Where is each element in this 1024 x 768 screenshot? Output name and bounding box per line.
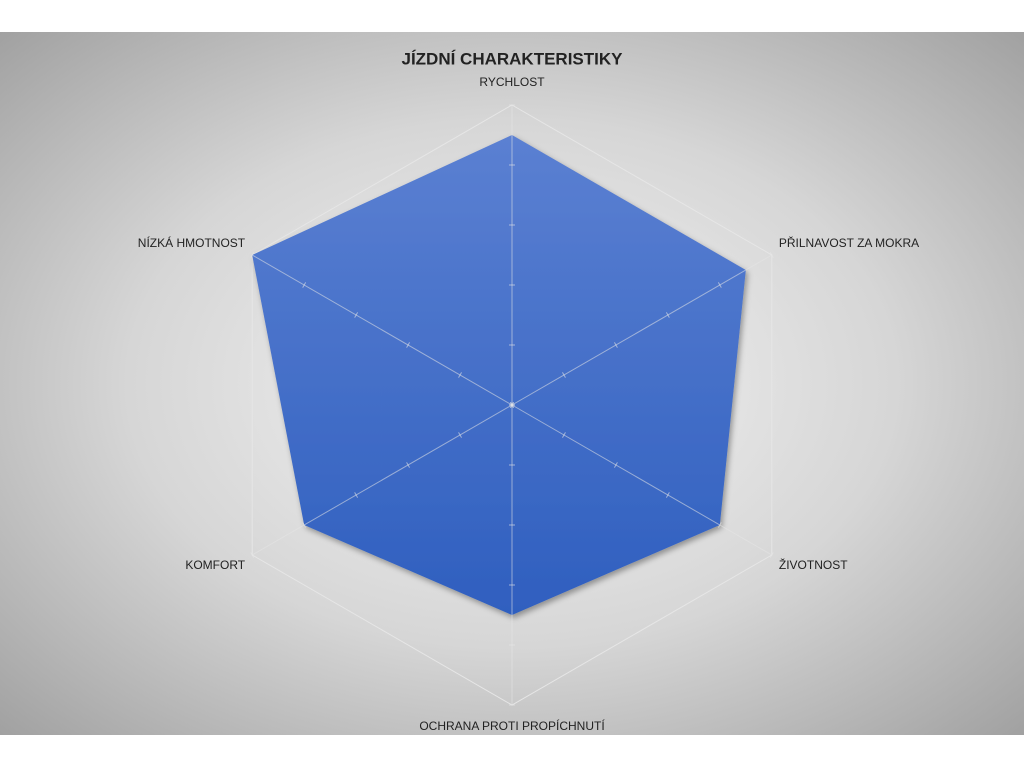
chart-title: JÍZDNÍ CHARAKTERISTIKY: [401, 49, 623, 68]
axis-line: [251, 404, 513, 556]
tick-mark: [250, 252, 255, 258]
axis-label: OCHRANA PROTI PROPÍCHNUTÍ: [419, 718, 605, 733]
tick-mark: [250, 552, 255, 558]
tick-mark: [717, 522, 722, 528]
axis-label: NÍZKÁ HMOTNOST: [138, 235, 246, 250]
tick-mark: [302, 522, 307, 528]
tick-mark: [406, 342, 411, 348]
axis-label: PŘILNAVOST ZA MOKRA: [779, 235, 919, 250]
tick-mark: [354, 492, 359, 498]
tick-mark: [458, 432, 462, 438]
tick-mark: [510, 402, 514, 408]
tick-mark: [717, 282, 722, 288]
axis-label: RYCHLOST: [479, 75, 545, 89]
tick-mark: [302, 282, 307, 288]
tick-mark: [613, 342, 618, 348]
tick-mark: [769, 552, 774, 558]
axis-line: [511, 404, 773, 556]
tick-mark: [613, 462, 618, 468]
tick-mark: [665, 312, 670, 318]
axis-label: KOMFORT: [185, 558, 245, 572]
tick-mark: [769, 252, 774, 258]
tick-mark: [562, 372, 566, 378]
axis-label: ŽIVOTNOST: [779, 557, 848, 572]
radar-area: [252, 135, 746, 615]
tick-mark: [458, 372, 462, 378]
tick-mark: [406, 462, 411, 468]
tick-mark: [354, 312, 359, 318]
axis-line: [251, 254, 513, 406]
axis-line: [511, 254, 773, 406]
tick-mark: [562, 432, 566, 438]
tick-mark: [665, 492, 670, 498]
